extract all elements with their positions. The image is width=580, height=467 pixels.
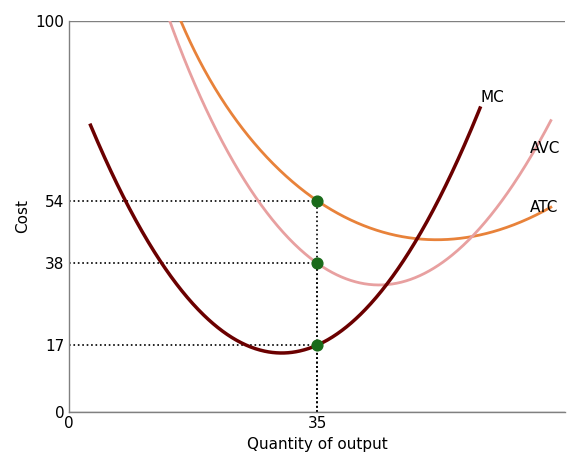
- Y-axis label: Cost: Cost: [15, 199, 30, 234]
- Text: MC: MC: [480, 90, 504, 105]
- Text: AVC: AVC: [530, 141, 560, 156]
- Point: [313, 260, 322, 267]
- Text: ATC: ATC: [530, 200, 558, 215]
- Point: [313, 197, 322, 205]
- X-axis label: Quantity of output: Quantity of output: [246, 437, 387, 452]
- Point: [313, 341, 322, 349]
